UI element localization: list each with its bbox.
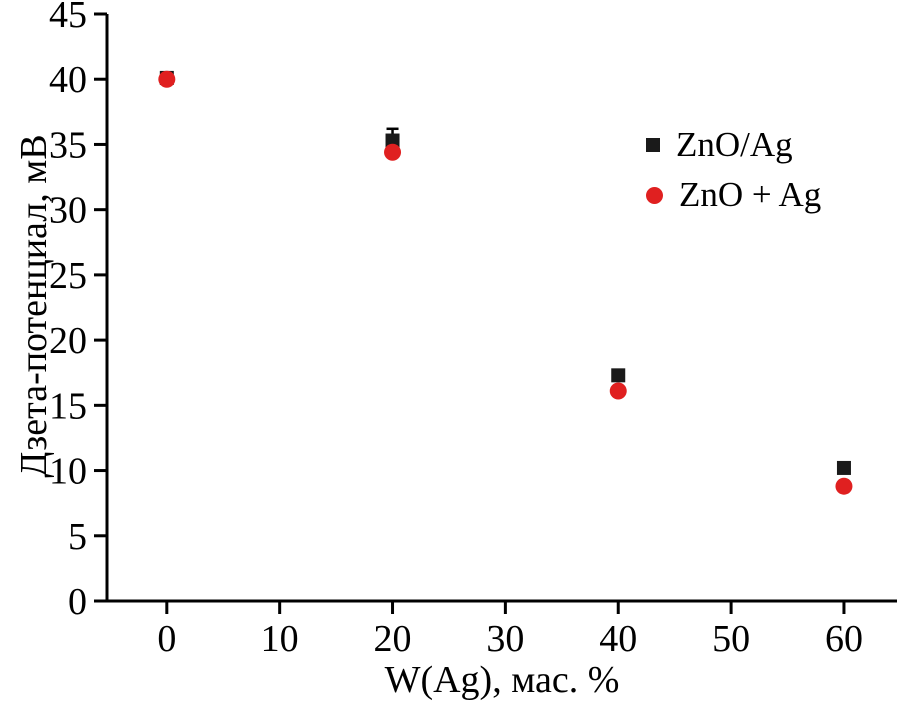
data-point-circle <box>835 477 853 495</box>
y-tick-label: 20 <box>49 320 87 362</box>
y-tick-label: 10 <box>49 451 87 493</box>
y-tick-label: 0 <box>68 581 87 623</box>
circle-marker-icon <box>646 186 663 204</box>
x-tick-label: 40 <box>599 618 637 660</box>
x-tick-label: 30 <box>486 618 524 660</box>
y-tick-label: 15 <box>49 385 87 427</box>
legend-label-zno-slash-ag: ZnO/Ag <box>676 125 793 164</box>
legend-item-zno-plus-ag: ZnO + Ag <box>646 172 821 218</box>
x-axis-title: W(Ag), мас. % <box>384 659 620 701</box>
legend: ZnO/Ag ZnO + Ag <box>646 122 821 218</box>
y-tick-label: 5 <box>68 516 87 558</box>
square-marker-icon <box>646 138 660 152</box>
y-tick-label: 35 <box>49 124 87 166</box>
y-axis-title: Дзета-потенциал, мВ <box>13 134 55 478</box>
y-tick-label: 45 <box>49 0 87 36</box>
data-point-circle <box>158 70 176 88</box>
data-point-square <box>611 368 626 383</box>
x-tick-label: 50 <box>712 618 750 660</box>
y-tick-label: 25 <box>49 255 87 297</box>
data-point-circle <box>609 382 627 400</box>
x-tick-label: 20 <box>374 618 412 660</box>
legend-label-zno-plus-ag: ZnO + Ag <box>679 175 822 214</box>
y-tick-label: 40 <box>49 59 87 101</box>
data-point-square <box>385 133 400 148</box>
data-point-circle <box>384 143 402 161</box>
x-tick-label: 60 <box>825 618 863 660</box>
data-point-square <box>836 460 851 475</box>
x-tick-label: 0 <box>157 618 176 660</box>
y-tick-label: 30 <box>49 190 87 232</box>
x-tick-label: 10 <box>261 618 299 660</box>
legend-item-zno-slash-ag: ZnO/Ag <box>646 122 821 168</box>
